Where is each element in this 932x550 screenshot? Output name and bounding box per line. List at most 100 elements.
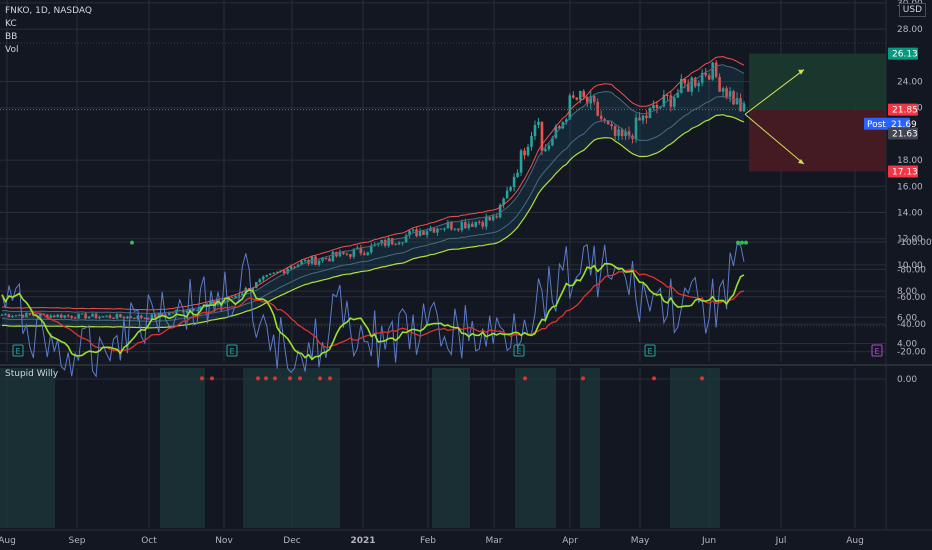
candle-body: [718, 76, 721, 92]
earnings-marker[interactable]: [644, 344, 656, 357]
candle-body: [157, 313, 161, 318]
candle-body: [293, 266, 296, 268]
oscillator-top-dot: [200, 376, 204, 381]
candle-body: [192, 308, 195, 311]
candle-body: [21, 314, 25, 318]
candle-body: [617, 129, 620, 136]
oscillator-top-dot: [581, 376, 585, 381]
candle-body: [150, 314, 154, 320]
candle-body: [669, 95, 673, 107]
candle-body: [115, 314, 119, 319]
candle-body: [101, 316, 105, 318]
candle-body: [638, 117, 641, 121]
price-tag-prefix: Post: [867, 120, 886, 130]
candle-body: [512, 176, 516, 188]
candle-body: [328, 258, 331, 262]
indicator-vol-label[interactable]: Vol: [5, 45, 19, 55]
candle-body: [91, 313, 94, 317]
candle-body: [209, 301, 213, 305]
date-tick: Feb: [420, 536, 436, 546]
date-tick: Jul: [775, 536, 787, 546]
earnings-marker[interactable]: [226, 344, 238, 357]
target-zone[interactable]: [749, 53, 886, 110]
candle-body: [143, 317, 147, 319]
oscillator-top-dot: [264, 376, 268, 381]
candle-body: [732, 91, 735, 105]
earnings-upcoming-marker[interactable]: [871, 344, 883, 357]
price-tick: 12.00: [897, 235, 923, 245]
candle-body: [537, 121, 540, 126]
candle-body: [453, 228, 457, 230]
candle-body: [673, 97, 676, 107]
candle-body: [652, 104, 655, 109]
candle-body: [641, 115, 645, 121]
date-tick: Mar: [486, 536, 503, 546]
candle-body: [56, 314, 60, 318]
candle-body: [495, 216, 498, 218]
oscillator-tick: -60.00: [897, 293, 926, 303]
candle-body: [610, 124, 613, 127]
candle-body: [655, 104, 659, 108]
candle-body: [28, 312, 32, 315]
candle-body: [314, 256, 317, 265]
candle-body: [544, 149, 547, 152]
candle-body: [530, 136, 533, 147]
candle-body: [206, 304, 209, 306]
candle-body: [572, 95, 575, 98]
oscillator-top-dot: [288, 376, 292, 381]
oscillator-zone: [432, 368, 470, 528]
price-tick: 24.00: [897, 78, 923, 88]
candle-body: [345, 253, 349, 255]
currency-button[interactable]: USD: [898, 3, 926, 17]
candle-body: [251, 287, 255, 291]
candle-body: [728, 91, 732, 97]
candle-body: [599, 115, 603, 120]
candle-body: [711, 62, 714, 80]
candle-body: [136, 315, 140, 319]
candle-body: [554, 126, 558, 138]
candle-body: [133, 317, 136, 319]
candle-body: [94, 313, 98, 319]
candle-body: [443, 228, 446, 230]
candle-body: [613, 126, 617, 136]
candle-body: [488, 216, 491, 221]
candle-body: [80, 313, 84, 315]
candle-body: [397, 242, 401, 245]
candle-body: [84, 313, 87, 319]
candle-body: [627, 131, 631, 136]
date-tick: Aug: [0, 536, 16, 546]
price-tag-label: 21.85: [892, 106, 918, 116]
oscillator-top-dot: [700, 376, 704, 381]
candle-body: [349, 254, 352, 257]
oscillator-bottom-dot: [736, 240, 740, 245]
candle-body: [551, 137, 554, 146]
candle-body: [275, 271, 279, 273]
stop-zone[interactable]: [749, 109, 886, 172]
candle-body: [98, 316, 101, 319]
earnings-upcoming-label: E: [874, 347, 879, 356]
earnings-marker[interactable]: [12, 344, 24, 357]
indicator-kc-label[interactable]: KC: [5, 19, 17, 29]
candle-body: [422, 231, 425, 235]
candle-body: [73, 317, 77, 319]
candle-body: [4, 314, 7, 316]
candle-body: [578, 91, 582, 100]
candle-body: [714, 62, 718, 77]
candle-body: [369, 245, 373, 253]
candle-body: [195, 310, 199, 312]
candle-body: [140, 315, 143, 318]
candle-body: [401, 242, 404, 244]
date-tick: Aug: [846, 536, 864, 546]
candle-body: [429, 228, 432, 232]
price-tag-label: 17.13: [892, 167, 918, 177]
candle-body: [18, 314, 21, 316]
candle-body: [59, 314, 63, 318]
candle-body: [457, 228, 460, 231]
candle-body: [286, 268, 289, 274]
candle-body: [261, 276, 265, 280]
date-tick: Nov: [215, 536, 233, 546]
candle-body: [49, 315, 53, 318]
indicator-bb-label[interactable]: BB: [5, 32, 18, 42]
candle-body: [122, 317, 126, 319]
